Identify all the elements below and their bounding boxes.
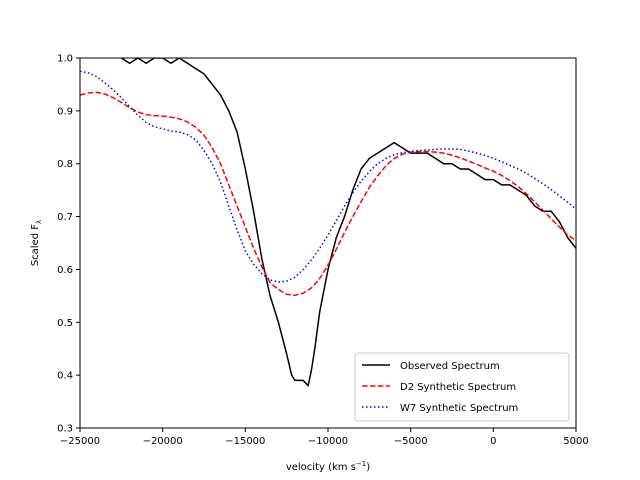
series-line-0 — [120, 58, 576, 387]
y-tick-label: 0.8 — [57, 159, 73, 170]
y-axis: 0.3 0.4 0.5 0.6 0.7 0.8 0.9 1.0 — [57, 54, 80, 435]
legend-label-d2: D2 Synthetic Spectrum — [400, 382, 516, 393]
x-tick-label: 5000 — [563, 436, 588, 447]
x-tick-label: −10000 — [308, 436, 348, 447]
x-tick-label: 0 — [490, 436, 496, 447]
legend: Observed Spectrum D2 Synthetic Spectrum … — [354, 352, 570, 422]
y-tick-label: 0.4 — [57, 371, 73, 382]
series-line-1 — [80, 91, 576, 297]
x-tick-label: −25000 — [60, 436, 100, 447]
y-tick-label: 0.6 — [57, 265, 73, 276]
x-tick-label: −5000 — [394, 436, 428, 447]
y-axis-label: Scaled Fλ — [30, 220, 43, 266]
series-layer — [80, 58, 576, 387]
y-tick-label: 0.9 — [57, 106, 73, 117]
legend-box — [354, 352, 570, 422]
y-tick-label: 0.5 — [57, 318, 73, 329]
y-tick-label: 0.7 — [57, 212, 73, 223]
x-tick-label: −20000 — [143, 436, 183, 447]
legend-label-w7: W7 Synthetic Spectrum — [400, 403, 518, 414]
x-axis: −25000 −20000 −15000 −10000 −5000 0 5000 — [60, 428, 589, 447]
legend-label-observed: Observed Spectrum — [400, 361, 500, 372]
x-axis-label: velocity (km s−1) — [286, 460, 370, 473]
y-tick-label: 1.0 — [57, 54, 73, 65]
y-tick-label: 0.3 — [57, 424, 73, 435]
x-tick-label: −15000 — [225, 436, 265, 447]
